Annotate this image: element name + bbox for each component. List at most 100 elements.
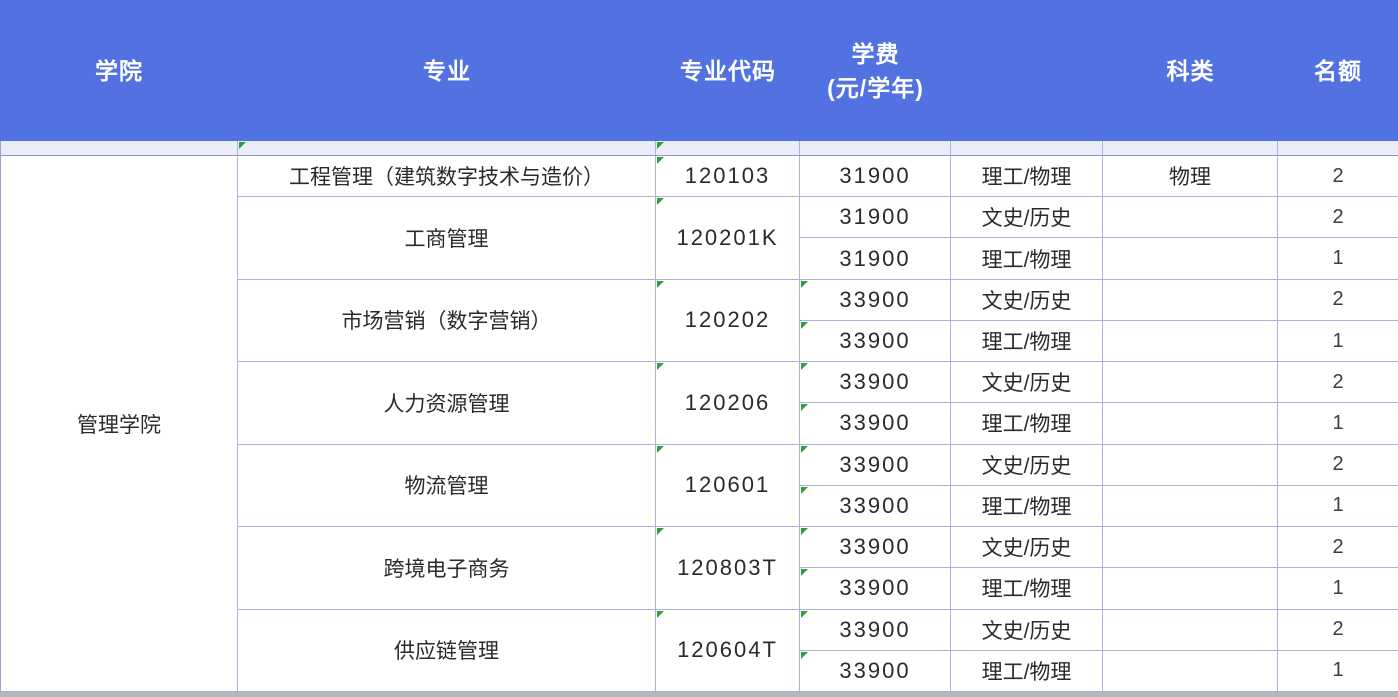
- clipped-cell: [1278, 141, 1398, 155]
- cell-tuition[interactable]: 33900: [800, 444, 951, 486]
- header-college-label: 学院: [95, 57, 143, 84]
- cell-tuition[interactable]: 33900: [800, 650, 951, 692]
- cell-tuition[interactable]: 33900: [800, 609, 951, 651]
- cell-subject-category[interactable]: [1103, 609, 1278, 651]
- cell-tuition[interactable]: 33900: [800, 320, 951, 363]
- cell-track[interactable]: 理工/物理: [951, 485, 1103, 528]
- cell-major[interactable]: 工程管理（建筑数字技术与造价）: [238, 156, 656, 198]
- cell-major[interactable]: 市场营销（数字营销）: [238, 279, 656, 363]
- cell-track-text: 文史/历史: [981, 207, 1072, 231]
- cell-track[interactable]: 文史/历史: [951, 279, 1103, 321]
- cell-quota[interactable]: 2: [1278, 527, 1398, 569]
- cell-quota[interactable]: 2: [1278, 279, 1398, 321]
- cell-tuition-text: 31900: [839, 204, 911, 230]
- cell-major-code[interactable]: 120604T: [656, 609, 800, 692]
- cell-major-code[interactable]: 120803T: [656, 527, 800, 610]
- cell-major[interactable]: 供应链管理: [238, 609, 656, 692]
- cell-tuition-text: 33900: [839, 492, 911, 518]
- error-indicator-icon: [657, 445, 664, 453]
- cell-major[interactable]: 跨境电子商务: [238, 527, 656, 610]
- cell-tuition[interactable]: 33900: [800, 279, 951, 321]
- cell-major-code[interactable]: 120202: [656, 279, 800, 363]
- cell-tuition-text: 31900: [839, 245, 911, 271]
- cell-college[interactable]: 管理学院: [1, 156, 238, 692]
- cell-tuition[interactable]: 33900: [800, 485, 951, 528]
- cell-tuition-text: 33900: [839, 657, 911, 683]
- cell-major[interactable]: 物流管理: [238, 444, 656, 528]
- cell-subject-category[interactable]: [1103, 568, 1278, 610]
- cell-track[interactable]: 文史/历史: [951, 197, 1103, 239]
- cell-college-text: 管理学院: [77, 413, 161, 437]
- cell-quota[interactable]: 1: [1278, 403, 1398, 445]
- cell-subject-category[interactable]: [1103, 444, 1278, 486]
- cell-major-text: 跨境电子商务: [383, 557, 510, 581]
- cell-subject-category[interactable]: [1103, 403, 1278, 445]
- error-indicator-icon: [801, 610, 808, 618]
- cell-subject-category[interactable]: [1103, 279, 1278, 321]
- header-major-label: 专业: [423, 57, 471, 84]
- cell-track[interactable]: 理工/物理: [951, 238, 1103, 280]
- cell-tuition[interactable]: 33900: [800, 568, 951, 610]
- cell-major-code[interactable]: 120601: [656, 444, 800, 528]
- cell-track[interactable]: 理工/物理: [951, 568, 1103, 610]
- cell-subject-category[interactable]: [1103, 527, 1278, 569]
- cell-tuition[interactable]: 33900: [800, 527, 951, 569]
- cell-quota-text: 2: [1332, 205, 1344, 228]
- cell-quota[interactable]: 2: [1278, 156, 1398, 198]
- cell-quota[interactable]: 1: [1278, 485, 1398, 528]
- cell-tuition[interactable]: 31900: [800, 238, 951, 280]
- error-indicator-icon: [801, 486, 808, 494]
- header-subject-category-label: 科类: [1166, 57, 1215, 84]
- cell-track-text: 文史/历史: [981, 454, 1072, 478]
- cell-track[interactable]: 文史/历史: [951, 362, 1103, 404]
- cell-track[interactable]: 理工/物理: [951, 156, 1103, 198]
- cell-subject-category[interactable]: 物理: [1103, 156, 1278, 198]
- error-indicator-icon: [657, 280, 664, 288]
- cell-track[interactable]: 文史/历史: [951, 527, 1103, 569]
- cell-tuition-text: 33900: [839, 451, 911, 477]
- error-indicator-icon: [801, 569, 808, 577]
- cell-major-code[interactable]: 120201K: [656, 197, 800, 280]
- cell-subject-category[interactable]: [1103, 320, 1278, 363]
- cell-subject-category[interactable]: [1103, 650, 1278, 692]
- cell-quota[interactable]: 2: [1278, 444, 1398, 486]
- cell-major[interactable]: 人力资源管理: [238, 362, 656, 445]
- cell-major-code[interactable]: 120103: [656, 156, 800, 198]
- cell-quota[interactable]: 1: [1278, 238, 1398, 280]
- cell-tuition[interactable]: 33900: [800, 362, 951, 404]
- table-header-row: 学院 专业 专业代码 学费 (元/学年) 科类 名额: [0, 0, 1398, 141]
- cell-quota[interactable]: 2: [1278, 197, 1398, 239]
- header-blank: [951, 0, 1103, 141]
- cell-quota-text: 2: [1332, 370, 1344, 393]
- cell-quota-text: 2: [1332, 618, 1344, 641]
- cell-tuition-text: 33900: [839, 328, 911, 354]
- cell-tuition[interactable]: 31900: [800, 197, 951, 239]
- header-tuition-line1: 学费: [851, 40, 900, 67]
- cell-quota[interactable]: 1: [1278, 568, 1398, 610]
- header-quota-label: 名额: [1314, 57, 1362, 84]
- cell-subject-category[interactable]: [1103, 485, 1278, 528]
- cell-quota[interactable]: 1: [1278, 650, 1398, 692]
- cell-subject-category[interactable]: [1103, 238, 1278, 280]
- cell-subject-category[interactable]: [1103, 197, 1278, 239]
- cell-major-code[interactable]: 120206: [656, 362, 800, 445]
- clipped-cell: [1, 141, 238, 155]
- header-quota: 名额: [1278, 0, 1398, 141]
- cell-track[interactable]: 理工/物理: [951, 320, 1103, 363]
- cell-track[interactable]: 理工/物理: [951, 403, 1103, 445]
- cell-major[interactable]: 工商管理: [238, 197, 656, 280]
- cell-quota-text: 1: [1332, 329, 1344, 352]
- cell-subject-category[interactable]: [1103, 362, 1278, 404]
- table-body: 管理学院 工程管理（建筑数字技术与造价） 120103 31900 理工/物理 物理 2 工商…: [0, 156, 1398, 692]
- cell-tuition[interactable]: 31900: [800, 156, 951, 198]
- cell-track[interactable]: 理工/物理: [951, 650, 1103, 692]
- cell-quota[interactable]: 1: [1278, 320, 1398, 363]
- cell-track[interactable]: 文史/历史: [951, 609, 1103, 651]
- cell-track-text: 理工/物理: [981, 495, 1072, 519]
- cell-tuition[interactable]: 33900: [800, 403, 951, 445]
- cell-major-text: 市场营销（数字营销）: [341, 310, 552, 334]
- cell-quota[interactable]: 2: [1278, 362, 1398, 404]
- cell-track[interactable]: 文史/历史: [951, 444, 1103, 486]
- cell-quota[interactable]: 2: [1278, 609, 1398, 651]
- cell-track-text: 理工/物理: [981, 248, 1072, 272]
